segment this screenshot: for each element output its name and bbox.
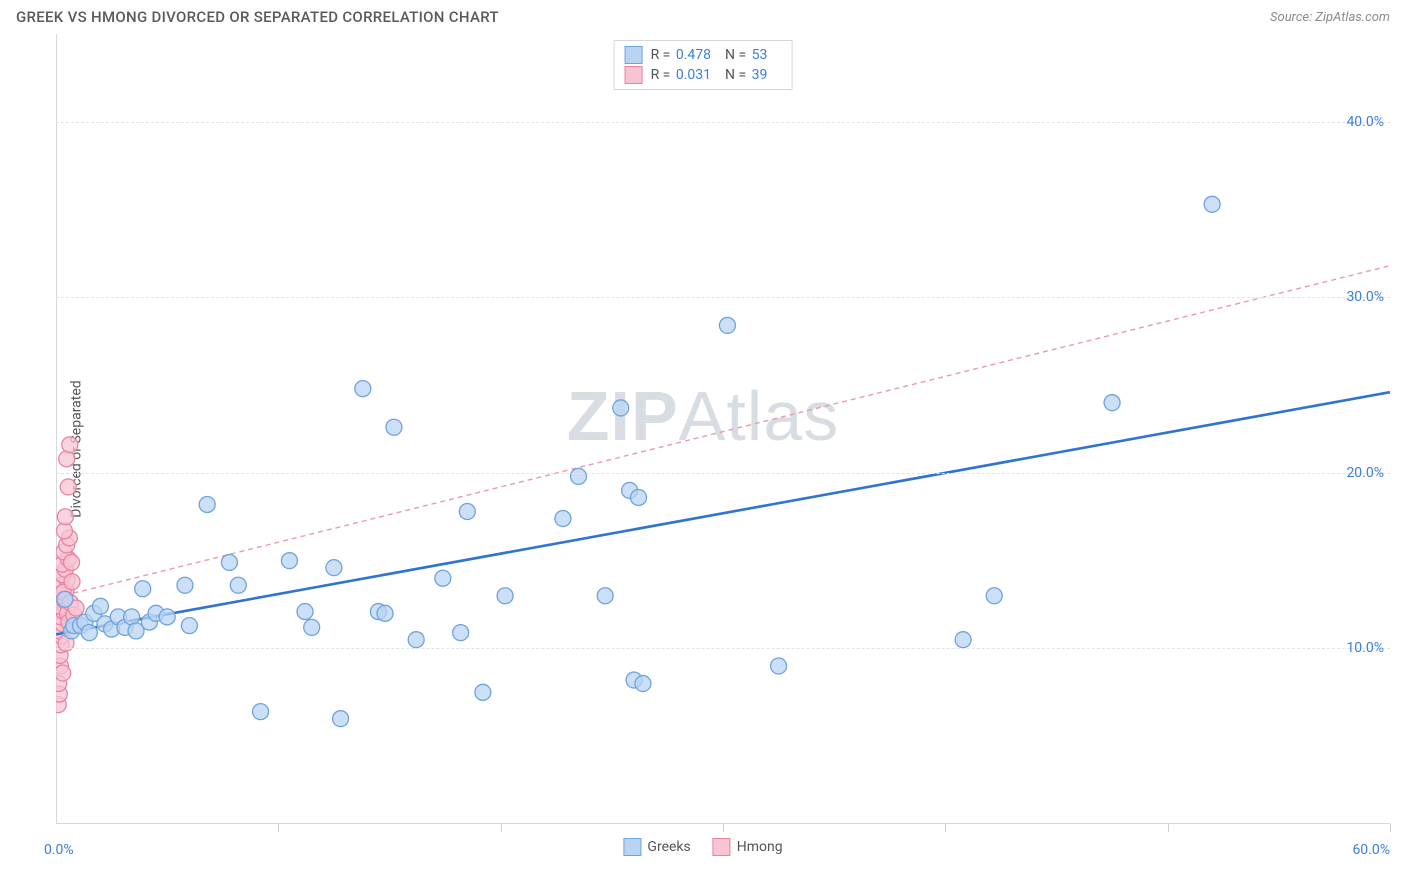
x-tick [278,824,279,832]
y-tick-label: 30.0% [1346,289,1384,305]
greeks-point [57,591,73,607]
x-tick [1390,824,1391,832]
hmong-point [64,554,80,570]
hmong-point [57,509,73,525]
greeks-point [631,489,647,505]
gridline [56,473,1390,474]
greeks-point [297,604,313,620]
greeks-point [497,588,513,604]
series-legend-label: Hmong [737,839,783,855]
greeks-point [326,560,342,576]
y-tick-label: 10.0% [1346,640,1384,656]
greeks-point [159,609,175,625]
greeks-point [597,588,613,604]
x-tick-label: 60.0% [1352,842,1390,858]
greeks-point [408,632,424,648]
x-tick [1168,824,1169,832]
greeks-point [555,511,571,527]
greeks-point [177,577,193,593]
legend-row: R = 0.031N = 39 [625,65,782,85]
y-tick-label: 40.0% [1346,114,1384,130]
legend-swatch [625,66,643,84]
greeks-point [181,618,197,634]
greeks-point [453,625,469,641]
greeks-point [1104,395,1120,411]
greeks-point [986,588,1002,604]
greeks-point [281,553,297,569]
series-legend-label: Greeks [647,839,690,855]
hmong-point [60,479,76,495]
gridline [56,648,1390,649]
legend-text: R = 0.478N = 53 [651,47,782,63]
series-legend-item: Hmong [713,838,783,856]
series-legend-item: Greeks [623,838,690,856]
legend-text: R = 0.031N = 39 [651,67,782,83]
x-origin-label: 0.0% [44,842,74,858]
greeks-point [955,632,971,648]
greeks-point [92,598,108,614]
greeks-point [719,317,735,333]
greeks-point [386,419,402,435]
greeks-point [459,504,475,520]
greeks-point [199,496,215,512]
greeks-point [771,658,787,674]
greeks-point [221,554,237,570]
greeks-point [355,381,371,397]
greeks-point [377,605,393,621]
greeks-point [135,581,151,597]
gridline [56,122,1390,123]
hmong-point [64,574,80,590]
greeks-point [253,704,269,720]
greeks-point [475,684,491,700]
x-tick [501,824,502,832]
legend-swatch [625,46,643,64]
hmong-point [62,437,78,453]
series-legend: Greeks Hmong [623,838,782,856]
x-tick [945,824,946,832]
chart-container: Divorced or Separated ZIPAtlas R = 0.478… [16,34,1390,864]
gridline [56,297,1390,298]
greeks-point [435,570,451,586]
greeks-point [570,468,586,484]
greeks-point [81,625,97,641]
greeks-point [304,619,320,635]
legend-swatch [623,838,641,856]
legend-row: R = 0.478N = 53 [625,45,782,65]
correlation-legend: R = 0.478N = 53 R = 0.031N = 39 [614,40,793,90]
greeks-point [635,676,651,692]
hmong-regression-line [56,266,1390,598]
scatter-plot-svg [56,34,1390,824]
chart-title: GREEK VS HMONG DIVORCED OR SEPARATED COR… [16,8,499,26]
source-label: Source: ZipAtlas.com [1270,10,1390,25]
greeks-point [613,400,629,416]
hmong-point [59,451,75,467]
x-tick [723,824,724,832]
greeks-point [230,577,246,593]
hmong-point [56,665,71,681]
greeks-regression-line [56,392,1390,634]
legend-swatch [713,838,731,856]
y-tick-label: 20.0% [1346,465,1384,481]
greeks-point [333,711,349,727]
greeks-point [1204,196,1220,212]
